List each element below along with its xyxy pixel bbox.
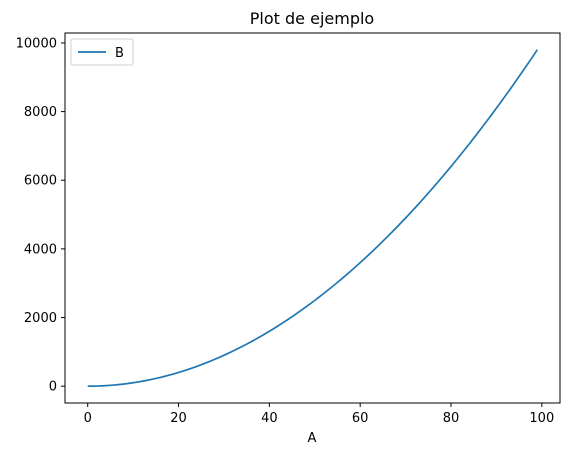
x-tick-label: 80 — [443, 411, 460, 426]
y-tick-label: 0 — [49, 380, 57, 395]
x-tick-label: 60 — [352, 411, 369, 426]
y-tick-label: 6000 — [24, 174, 57, 189]
y-tick-label: 8000 — [24, 105, 57, 120]
x-tick-label: 0 — [84, 411, 92, 426]
axes-frame — [64, 32, 561, 404]
chart-title: Plot de ejemplo — [250, 9, 374, 28]
y-tick-label: 2000 — [24, 311, 57, 326]
x-tick-label: 20 — [170, 411, 187, 426]
x-axis-label: A — [308, 431, 317, 446]
plot-area — [87, 49, 538, 388]
legend-label-b: B — [115, 46, 124, 61]
y-axis: 0 2000 4000 6000 8000 10000 — [16, 36, 65, 395]
y-tick-label: 4000 — [24, 242, 57, 257]
x-tick-label: 100 — [529, 411, 554, 426]
x-axis: 0 20 40 60 80 100 — [84, 403, 554, 426]
y-tick-label: 10000 — [16, 36, 57, 51]
legend: B — [70, 38, 134, 66]
x-tick-label: 40 — [261, 411, 278, 426]
series-line-b — [87, 49, 538, 388]
